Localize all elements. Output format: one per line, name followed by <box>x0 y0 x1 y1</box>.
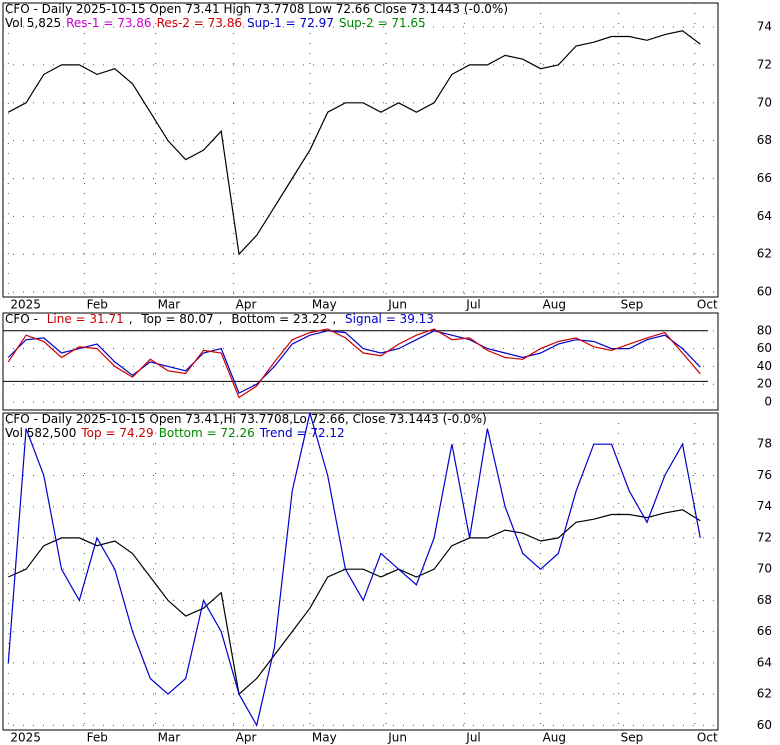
x-tick-label: 2025 <box>10 298 41 312</box>
y-tick-label: 0 <box>764 394 772 408</box>
header-part: Sup-1 = 72.97 <box>247 16 334 30</box>
plot-frame <box>2 312 719 411</box>
x-tick-label: 2025 <box>10 731 41 745</box>
x-tick-label: Apr <box>236 731 257 745</box>
header-part: CFO - <box>5 312 42 326</box>
x-tick-label: Jul <box>465 298 480 312</box>
header-part: Bottom = 72.26 <box>159 426 255 440</box>
y-tick-label: 72 <box>757 530 772 544</box>
x-tick-label: Jun <box>387 298 407 312</box>
y-tick-label: 40 <box>757 359 772 373</box>
header-part: , <box>219 312 227 326</box>
y-tick-label: 70 <box>757 562 772 576</box>
x-tick-label: Oct <box>697 298 718 312</box>
series-line <box>7 328 701 399</box>
x-tick-label: Sep <box>621 298 644 312</box>
y-tick-label: 72 <box>757 57 772 71</box>
x-tick-label: Oct <box>697 731 718 745</box>
y-tick-label: 60 <box>757 341 772 355</box>
y-tick-label: 62 <box>757 247 772 261</box>
y-tick-label: 66 <box>757 624 772 638</box>
x-tick-label: Mar <box>158 731 181 745</box>
y-tick-label: 66 <box>757 171 772 185</box>
y-tick-label: 68 <box>757 593 772 607</box>
series-line <box>7 330 701 394</box>
header: CFO - Daily 2025-10-15 Open 73.41,Hi 73.… <box>5 412 487 426</box>
header-part: Bottom = 23.22 <box>231 312 327 326</box>
header-part: CFO - Daily 2025-10-15 Open 73.41,Hi 73.… <box>5 412 487 426</box>
x-tick-label: Feb <box>87 298 108 312</box>
x-tick-label: Apr <box>236 298 257 312</box>
y-tick-label: 64 <box>757 209 772 223</box>
y-tick-label: 64 <box>757 655 772 669</box>
header: Vol 582,500 Top = 74.29 Bottom = 72.26 Tren… <box>5 426 345 440</box>
y-tick-label: 60 <box>757 285 772 299</box>
x-tick-label: Mar <box>158 298 181 312</box>
plot-frame <box>2 412 719 731</box>
header-part: , <box>332 312 340 326</box>
x-tick-label: Jul <box>465 731 480 745</box>
header-part: , <box>129 312 137 326</box>
x-tick-label: Feb <box>87 731 108 745</box>
header: Vol 5,825 Res-1 = 73.86 Res-2 = 73.86 Sup-1… <box>5 16 426 30</box>
y-tick-label: 62 <box>757 687 772 701</box>
y-tick-label: 60 <box>757 718 772 732</box>
y-tick-label: 74 <box>757 20 772 34</box>
series-line <box>8 509 701 696</box>
x-tick-label: May <box>312 298 337 312</box>
x-tick-label: Aug <box>543 731 566 745</box>
y-tick-label: 70 <box>757 95 772 109</box>
header-part: Top = 80.07 <box>140 312 213 326</box>
series-line <box>8 30 701 256</box>
header: CFO - Daily 2025-10-15 Open 73.41 High 7… <box>5 2 508 16</box>
x-tick-label: May <box>312 731 337 745</box>
header-part: Vol 582,500 <box>5 426 76 440</box>
header-part: Line = 31.71 <box>47 312 124 326</box>
header-part: Sup-2 = 71.65 <box>339 16 426 30</box>
series-line <box>7 412 701 727</box>
x-tick-label: Sep <box>621 731 644 745</box>
header-part: Res-2 = 73.86 <box>157 16 242 30</box>
y-tick-label: 76 <box>757 468 772 482</box>
x-tick-label: Aug <box>543 298 566 312</box>
y-tick-label: 20 <box>757 377 772 391</box>
header: CFO - Line = 31.71, Top = 80.07, Bottom … <box>5 312 434 326</box>
header-part: Vol 5,825 <box>5 16 61 30</box>
header-part: Res-1 = 73.86 <box>66 16 151 30</box>
y-tick-label: 78 <box>757 437 772 451</box>
y-tick-label: 74 <box>757 499 772 513</box>
y-tick-label: 80 <box>757 323 772 337</box>
header-part: CFO - Daily 2025-10-15 Open 73.41 High 7… <box>5 2 508 16</box>
y-tick-label: 68 <box>757 133 772 147</box>
header-part: Signal = 39.13 <box>345 312 434 326</box>
x-tick-label: Jun <box>387 731 407 745</box>
header-part: Trend = 72.12 <box>259 426 345 440</box>
plot-frame <box>2 2 719 298</box>
header-part: Top = 74.29 <box>80 426 153 440</box>
